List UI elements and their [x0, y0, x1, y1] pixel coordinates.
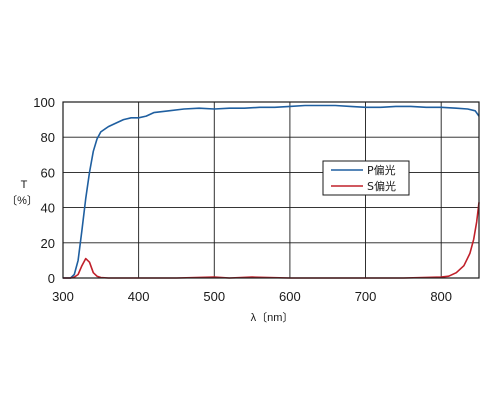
y-axis-label-t: T	[21, 179, 28, 191]
legend: P偏光 S偏光	[322, 160, 410, 196]
grid-lines	[63, 102, 479, 278]
x-axis-label: λ〔nm〕	[251, 311, 294, 324]
x-tick-label: 300	[52, 289, 74, 304]
series-lines	[63, 104, 480, 279]
x-tick-label: 600	[279, 289, 301, 304]
y-tick-label: 80	[41, 130, 55, 145]
y-tick-label: 20	[41, 236, 55, 251]
series-line-s	[63, 202, 480, 279]
tick-labels: 300 400 500 600 700 800 0 20 40 60 80 100	[33, 95, 452, 304]
y-tick-label: 60	[41, 165, 55, 180]
x-tick-label: 500	[203, 289, 225, 304]
y-tick-label: 0	[48, 271, 55, 286]
y-tick-label: 40	[41, 201, 55, 216]
x-tick-label: 700	[355, 289, 377, 304]
x-tick-label: 800	[430, 289, 452, 304]
legend-label-p: P偏光	[367, 163, 396, 177]
y-axis-label-unit: 〔%〕	[6, 194, 38, 207]
plot-frame	[62, 101, 480, 279]
series-line-p	[63, 104, 480, 279]
legend-box	[322, 160, 410, 196]
x-tick-label: 400	[128, 289, 150, 304]
legend-label-s: S偏光	[367, 179, 396, 193]
y-tick-label: 100	[33, 95, 55, 110]
